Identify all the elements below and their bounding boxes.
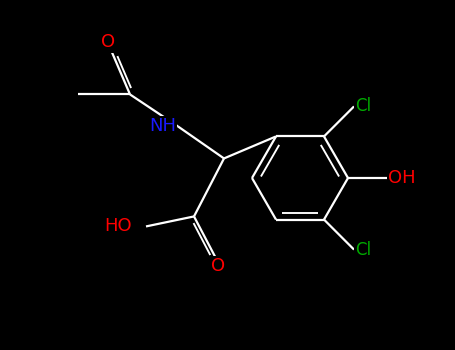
Text: Cl: Cl (355, 240, 371, 259)
Text: NH: NH (149, 118, 176, 135)
Text: O: O (211, 258, 225, 275)
Text: Cl: Cl (355, 97, 371, 116)
Text: O: O (101, 34, 115, 51)
Text: OH: OH (388, 169, 416, 187)
Text: HO: HO (104, 217, 132, 236)
